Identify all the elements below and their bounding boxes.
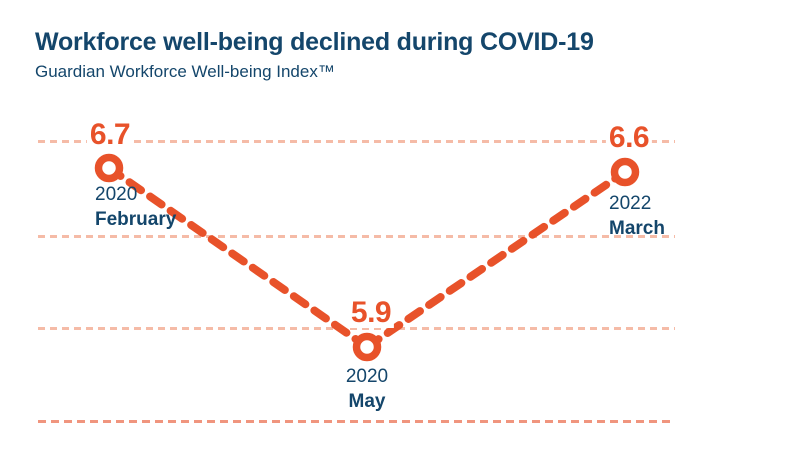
chart-subtitle: Guardian Workforce Well-being Index™ bbox=[35, 62, 335, 81]
value-label-mar-2022: 6.6 bbox=[605, 123, 653, 153]
point-label-feb-2020: 2020 February bbox=[95, 185, 176, 229]
gridline-1 bbox=[38, 140, 675, 143]
point-month: February bbox=[95, 209, 177, 230]
marker-may-2020 bbox=[352, 332, 382, 362]
point-year: 2020 bbox=[95, 184, 138, 205]
gridline-4 bbox=[38, 420, 675, 423]
marker-mar-2022 bbox=[610, 157, 640, 187]
trend-segment-decline bbox=[105, 164, 371, 351]
gridline-2 bbox=[38, 235, 675, 238]
value-label-feb-2020: 6.7 bbox=[86, 120, 134, 150]
point-label-mar-2022: 2022 March bbox=[609, 194, 665, 238]
point-year: 2022 bbox=[609, 193, 652, 214]
point-month: March bbox=[609, 218, 665, 239]
value-label-may-2020: 5.9 bbox=[347, 298, 395, 328]
gridline-3 bbox=[38, 327, 675, 330]
marker-feb-2020 bbox=[94, 153, 124, 183]
point-year: 2020 bbox=[345, 366, 389, 387]
point-month: May bbox=[348, 391, 386, 412]
point-label-may-2020: 2020 May bbox=[346, 367, 388, 411]
trend-segment-recovery bbox=[363, 168, 629, 351]
chart-title: Workforce well-being declined during COV… bbox=[35, 28, 594, 56]
